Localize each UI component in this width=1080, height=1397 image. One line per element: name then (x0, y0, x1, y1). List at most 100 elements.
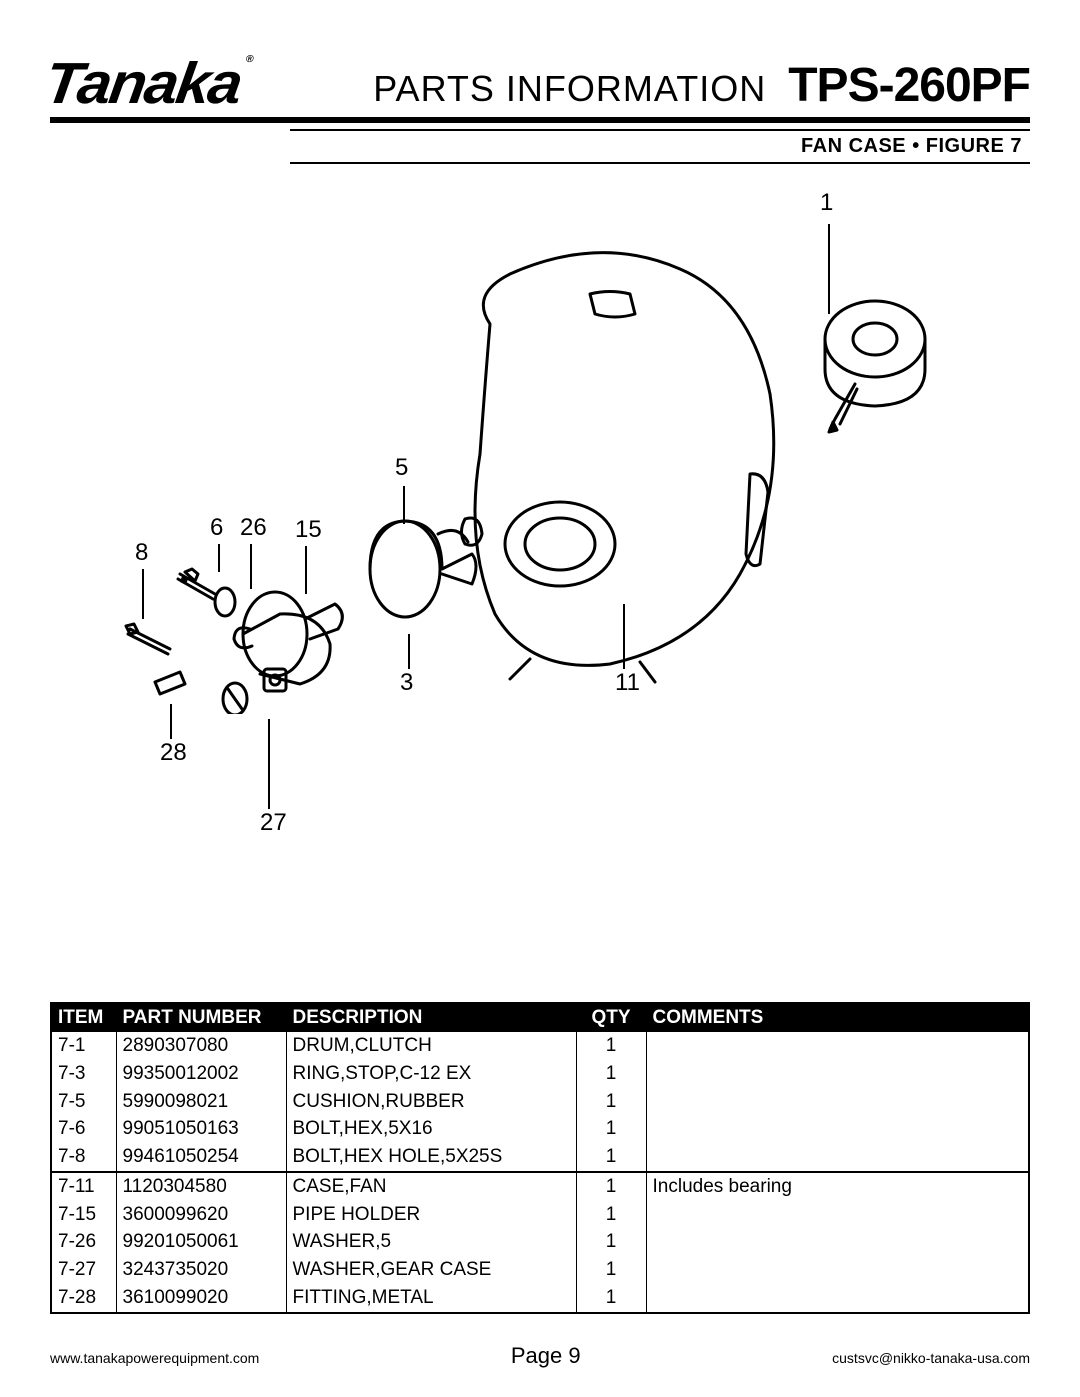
cell-comments (646, 1284, 1029, 1313)
cell-desc: WASHER,GEAR CASE (286, 1256, 576, 1284)
cell-item: 7-26 (51, 1228, 116, 1256)
col-qty: QTY (576, 1003, 646, 1032)
table-row: 7-283610099020FITTING,METAL1 (51, 1284, 1029, 1313)
cell-comments (646, 1032, 1029, 1060)
cushion-shape (350, 494, 500, 644)
cell-qty: 1 (576, 1201, 646, 1229)
cell-desc: PIPE HOLDER (286, 1201, 576, 1229)
cell-pn: 2890307080 (116, 1032, 286, 1060)
cell-pn: 99051050163 (116, 1115, 286, 1143)
table-row: 7-699051050163BOLT,HEX,5X161 (51, 1115, 1029, 1143)
cell-qty: 1 (576, 1284, 646, 1313)
title-block: PARTS INFORMATION TPS-260PF (373, 58, 1030, 113)
cell-desc: BOLT,HEX HOLE,5X25S (286, 1143, 576, 1172)
callout-15: 15 (295, 516, 322, 544)
callout-8: 8 (135, 539, 148, 567)
table-header-row: ITEM PART NUMBER DESCRIPTION QTY COMMENT… (51, 1003, 1029, 1032)
callout-6: 6 (210, 514, 223, 542)
cell-pn: 99201050061 (116, 1228, 286, 1256)
table-row: 7-2699201050061WASHER,51 (51, 1228, 1029, 1256)
cell-qty: 1 (576, 1172, 646, 1201)
leader-line (250, 544, 252, 589)
table-row: 7-899461050254BOLT,HEX HOLE,5X25S1 (51, 1143, 1029, 1172)
cell-comments (646, 1228, 1029, 1256)
cell-desc: DRUM,CLUTCH (286, 1032, 576, 1060)
leader-line (268, 719, 270, 809)
callout-11: 11 (615, 669, 640, 697)
cell-item: 7-6 (51, 1115, 116, 1143)
callout-26: 26 (240, 514, 267, 542)
cell-item: 7-15 (51, 1201, 116, 1229)
cell-desc: WASHER,5 (286, 1228, 576, 1256)
table-row: 7-55990098021CUSHION,RUBBER1 (51, 1088, 1029, 1116)
cell-qty: 1 (576, 1088, 646, 1116)
cell-desc: CASE,FAN (286, 1172, 576, 1201)
cell-qty: 1 (576, 1228, 646, 1256)
leader-line (408, 634, 410, 669)
table-row: 7-399350012002RING,STOP,C-12 EX1 (51, 1060, 1029, 1088)
header: Tanaka® PARTS INFORMATION TPS-260PF (50, 55, 1030, 123)
cell-desc: RING,STOP,C-12 EX (286, 1060, 576, 1088)
logo-text: Tanaka (40, 51, 245, 116)
model-number: TPS-260PF (788, 58, 1030, 113)
cell-qty: 1 (576, 1256, 646, 1284)
cell-desc: CUSHION,RUBBER (286, 1088, 576, 1116)
cell-pn: 1120304580 (116, 1172, 286, 1201)
cell-item: 7-5 (51, 1088, 116, 1116)
leader-line (170, 704, 172, 739)
leader-line (218, 544, 220, 572)
cell-qty: 1 (576, 1060, 646, 1088)
col-description: DESCRIPTION (286, 1003, 576, 1032)
cell-item: 7-11 (51, 1172, 116, 1201)
cell-comments (646, 1060, 1029, 1088)
cell-comments (646, 1201, 1029, 1229)
leader-line (828, 224, 830, 314)
callout-3: 3 (400, 669, 413, 697)
cell-qty: 1 (576, 1115, 646, 1143)
leader-line (305, 546, 307, 594)
leader-line (623, 604, 625, 669)
cell-desc: BOLT,HEX,5X16 (286, 1115, 576, 1143)
cell-comments (646, 1088, 1029, 1116)
cell-comments: Includes bearing (646, 1172, 1029, 1201)
cell-pn: 99461050254 (116, 1143, 286, 1172)
cell-item: 7-27 (51, 1256, 116, 1284)
cell-item: 7-28 (51, 1284, 116, 1313)
cell-comments (646, 1143, 1029, 1172)
leader-line (142, 569, 144, 619)
cell-item: 7-1 (51, 1032, 116, 1060)
footer-url: www.tanakapowerequipment.com (50, 1350, 259, 1366)
table-row: 7-12890307080DRUM,CLUTCH1 (51, 1032, 1029, 1060)
cell-qty: 1 (576, 1032, 646, 1060)
cell-qty: 1 (576, 1143, 646, 1172)
cell-pn: 3600099620 (116, 1201, 286, 1229)
footer-email: custsvc@nikko-tanaka-usa.com (832, 1350, 1030, 1366)
table-row: 7-153600099620PIPE HOLDER1 (51, 1201, 1029, 1229)
page-number: Page 9 (511, 1343, 581, 1369)
col-part-number: PART NUMBER (116, 1003, 286, 1032)
cell-pn: 3610099020 (116, 1284, 286, 1313)
cell-pn: 99350012002 (116, 1060, 286, 1088)
cell-comments (646, 1256, 1029, 1284)
table-row: 7-273243735020WASHER,GEAR CASE1 (51, 1256, 1029, 1284)
cell-comments (646, 1115, 1029, 1143)
doc-title: PARTS INFORMATION (373, 68, 766, 110)
callout-28: 28 (160, 739, 187, 767)
logo-registered: ® (245, 54, 252, 65)
page-footer: www.tanakapowerequipment.com Page 9 cust… (50, 1343, 1030, 1369)
brand-logo: Tanaka® (41, 55, 252, 113)
callout-1: 1 (820, 189, 833, 217)
leader-line (403, 486, 405, 524)
clutch-drum-shape (785, 284, 935, 434)
callout-27: 27 (260, 809, 287, 837)
parts-table: ITEM PART NUMBER DESCRIPTION QTY COMMENT… (50, 1002, 1030, 1314)
col-item: ITEM (51, 1003, 116, 1032)
table-row: 7-111120304580CASE,FAN1Includes bearing (51, 1172, 1029, 1201)
cell-item: 7-3 (51, 1060, 116, 1088)
cell-pn: 3243735020 (116, 1256, 286, 1284)
cell-item: 7-8 (51, 1143, 116, 1172)
cell-pn: 5990098021 (116, 1088, 286, 1116)
exploded-diagram: 156261583112827 (50, 174, 1030, 994)
figure-subheading: FAN CASE • FIGURE 7 (290, 129, 1030, 164)
col-comments: COMMENTS (646, 1003, 1029, 1032)
